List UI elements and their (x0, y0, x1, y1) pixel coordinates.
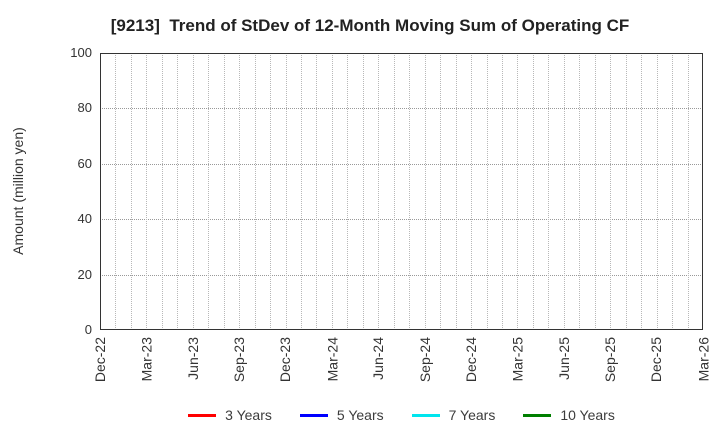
x-tick-text: Dec-25 (648, 337, 665, 383)
gridline-vertical (393, 53, 395, 330)
y-tick-label: 80 (77, 100, 92, 116)
x-tick-text: Jun-24 (370, 337, 387, 380)
x-tick-text: Dec-22 (92, 337, 108, 383)
gridline-vertical (610, 53, 612, 330)
x-tick-text: Sep-24 (416, 337, 433, 383)
x-tick-text: Sep-23 (231, 337, 248, 383)
y-axis-title: Amount (million yen) (10, 127, 26, 255)
gridline-vertical (316, 53, 318, 330)
gridline-vertical (362, 53, 364, 330)
gridline-horizontal (100, 274, 703, 276)
gridline-vertical (548, 53, 550, 330)
gridline-vertical (177, 53, 179, 330)
y-tick-label: 60 (77, 155, 92, 171)
gridline-vertical (378, 53, 380, 330)
gridline-vertical (301, 53, 302, 330)
gridline-vertical (656, 53, 658, 330)
gridline-vertical (130, 53, 132, 330)
y-tick-label: 40 (77, 211, 92, 227)
gridline-vertical (579, 53, 581, 330)
legend-item: 10 Years (523, 407, 615, 423)
gridline-vertical (532, 53, 534, 330)
gridline-vertical (563, 53, 565, 330)
gridline-horizontal (100, 219, 703, 221)
x-tick-text: Dec-23 (277, 337, 294, 383)
gridline-vertical (486, 53, 488, 330)
gridline-vertical (672, 53, 674, 330)
x-tick-text: Mar-23 (138, 337, 155, 382)
legend-series-label: 7 Years (448, 407, 496, 423)
gridline-vertical (517, 53, 519, 330)
x-tick-text: Jun-23 (184, 337, 201, 380)
legend: 3 Years 5 Years 7 Years 10 Years (100, 404, 703, 426)
gridline-vertical (347, 53, 349, 330)
gridline-vertical (409, 53, 411, 330)
plot-area (100, 53, 703, 330)
y-tick-label: 100 (70, 45, 92, 60)
gridline-horizontal (100, 108, 703, 110)
y-tick-label: 20 (77, 266, 92, 282)
gridline-vertical (239, 53, 241, 330)
y-tick-label: 0 (84, 322, 92, 337)
gridline-vertical (502, 53, 503, 330)
gridline-vertical (687, 53, 689, 330)
gridline-vertical (471, 53, 473, 330)
x-tick-text: Sep-25 (602, 337, 619, 383)
legend-series-label: 3 Years (225, 407, 272, 423)
legend-line-swatch (411, 413, 440, 417)
gridline-vertical (115, 53, 117, 330)
legend-series-label: 10 Years (560, 407, 615, 423)
legend-line-swatch (188, 413, 217, 417)
gridline-vertical (424, 53, 426, 330)
x-tick-text: Mar-24 (323, 337, 340, 382)
chart-title: [9213] Trend of StDev of 12-Month Moving… (110, 16, 630, 35)
gridline-vertical (440, 53, 442, 330)
legend-item: 5 Years (299, 407, 384, 423)
x-tick-text: Jun-25 (555, 337, 572, 380)
gridline-horizontal (100, 163, 703, 165)
legend-item: 3 Years (188, 407, 272, 423)
gridline-vertical (285, 53, 287, 330)
legend-item: 7 Years (411, 407, 496, 423)
gridline-vertical (192, 53, 194, 330)
legend-series-label: 5 Years (336, 407, 384, 423)
x-tick-text: Mar-26 (695, 337, 711, 382)
legend-line-swatch (523, 413, 552, 417)
gridline-vertical (254, 53, 256, 330)
gridline-vertical (641, 53, 643, 330)
gridline-vertical (146, 53, 148, 330)
gridline-vertical (455, 53, 457, 330)
legend-line-swatch (299, 413, 328, 417)
gridline-vertical (208, 53, 210, 330)
gridline-vertical (331, 53, 333, 330)
x-tick-text: Dec-24 (463, 337, 480, 383)
gridline-vertical (594, 53, 596, 330)
gridline-vertical (270, 53, 272, 330)
gridline-vertical (625, 53, 627, 330)
gridline-vertical (223, 53, 225, 330)
gridline-vertical (161, 53, 163, 330)
x-tick-text: Mar-25 (509, 337, 526, 382)
